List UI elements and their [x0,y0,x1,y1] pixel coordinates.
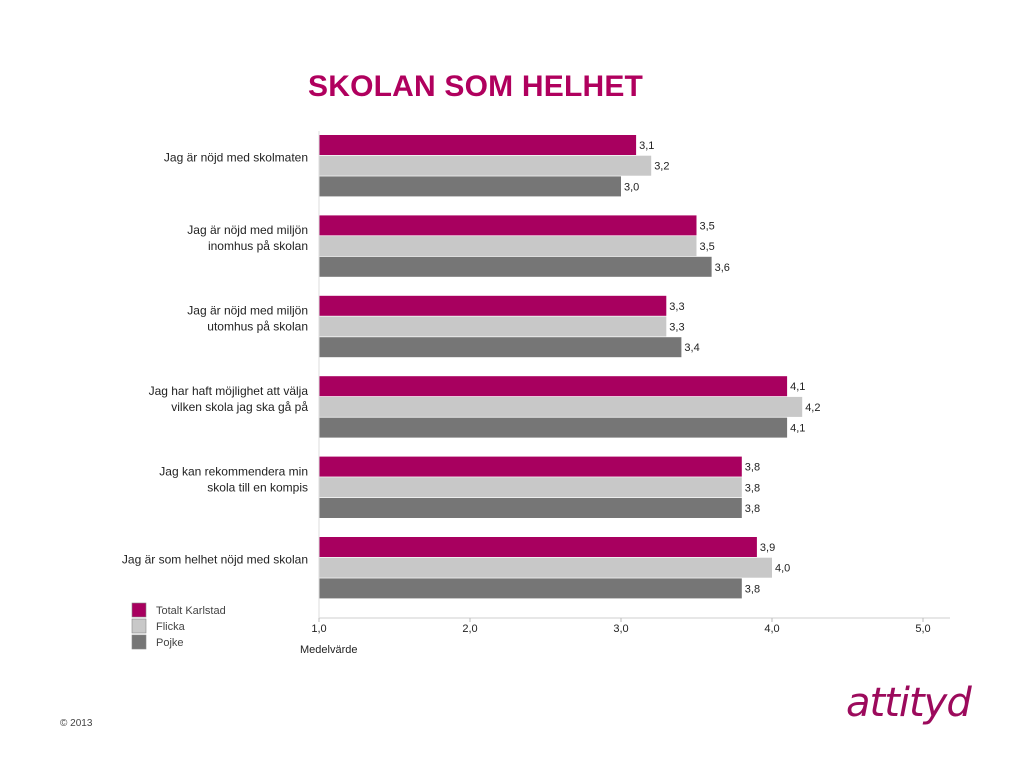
category-label: vilken skola jag ska gå på [171,400,308,414]
page-title: SKOLAN SOM HELHET [308,70,644,103]
data-label: 3,9 [760,542,775,554]
x-tick-label: 4,0 [764,623,779,635]
data-label: 3,6 [715,262,730,274]
x-tick-label: 2,0 [462,623,477,635]
bar [319,417,788,438]
data-label: 4,0 [775,563,790,575]
bar [319,337,682,358]
value-labels: 3,13,23,03,53,53,63,33,33,44,14,24,13,83… [624,140,820,595]
bar [319,537,757,557]
category-label: Jag är nöjd med miljön [187,223,308,237]
data-label: 4,1 [790,423,805,435]
legend-swatch [131,618,147,634]
category-label: utomhus på skolan [207,320,308,334]
category-labels: Jag är nöjd med skolmaten Jag är nöjd med… [122,151,308,567]
category-label: inomhus på skolan [208,239,308,253]
data-label: 3,2 [654,161,669,173]
bar [319,256,712,277]
bar [319,316,667,337]
bar [319,376,788,397]
bar [319,155,652,176]
copyright-text: © 2013 [60,718,93,729]
legend-label: Pojke [156,637,184,649]
data-label: 3,4 [684,342,699,354]
legend-swatch [131,634,147,650]
x-tick-label: 3,0 [613,623,628,635]
data-label: 3,8 [745,482,760,494]
bar [319,498,742,518]
category-label: Jag är som helhet nöjd med skolan [122,553,308,567]
x-tick-label: 5,0 [915,623,930,635]
bar [319,236,697,257]
data-label: 3,1 [639,140,654,152]
data-label: 3,8 [745,503,760,515]
bar [319,456,742,477]
bar [319,557,772,578]
legend-swatch [131,602,147,618]
bar [319,578,742,599]
category-label: Jag kan rekommendera min [159,464,308,478]
data-label: 4,1 [790,381,805,393]
data-label: 3,3 [669,322,684,334]
data-label: 3,5 [700,220,715,232]
data-label: 3,3 [669,301,684,313]
category-label: skola till en kompis [207,480,308,494]
bar [319,135,637,155]
category-label: Jag är nöjd med miljön [187,304,308,318]
bar [319,176,621,197]
bar [319,215,697,236]
bar [319,396,803,417]
x-axis: 1,0 2,0 3,0 4,0 5,0 Medelvärde [300,131,950,656]
legend-label: Totalt Karlstad [156,605,226,617]
bar [319,295,667,316]
data-label: 3,0 [624,181,639,193]
category-label: Jag är nöjd med skolmaten [164,151,308,165]
attityd-logo: attityd [846,680,972,726]
x-tick-label: 1,0 [311,623,326,635]
data-label: 3,8 [745,462,760,474]
data-label: 4,2 [805,402,820,414]
category-label: Jag har haft möjlighet att välja [149,384,309,398]
bar-group [319,135,803,599]
bar [319,477,742,498]
legend: Totalt Karlstad Flicka Pojke [131,602,226,650]
x-axis-title: Medelvärde [300,644,357,656]
data-label: 3,8 [745,583,760,595]
legend-label: Flicka [156,621,186,633]
data-label: 3,5 [700,241,715,253]
